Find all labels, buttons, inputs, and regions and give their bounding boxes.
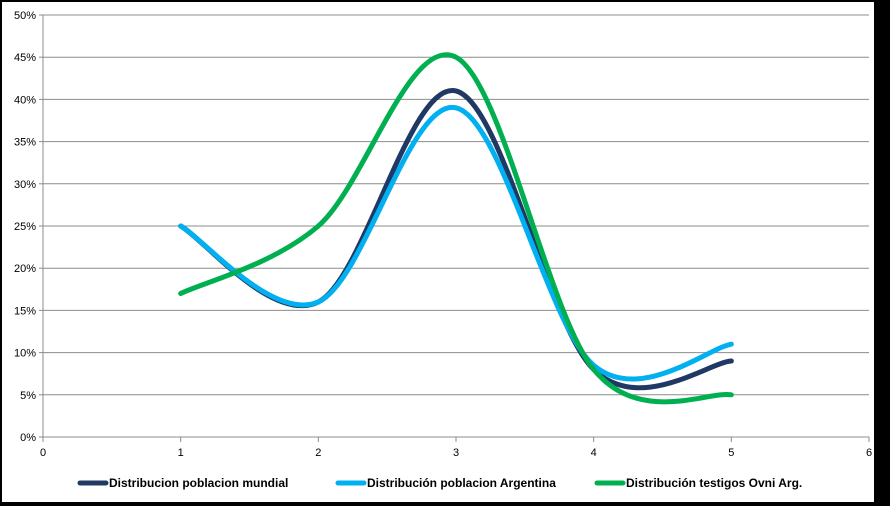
x-tick-label: 0 — [40, 447, 46, 459]
axis-layer: 0% 5% 10% 15% 20% 25% 30% 35% 40% 45% 50% 0 1 2 3 4 5 6 — [14, 10, 872, 459]
series-line-2 — [178, 105, 734, 382]
x-tick-label: 2 — [315, 447, 321, 459]
legend: Distribucion poblacion mundial Distribuci… — [77, 476, 802, 490]
legend-label: Distribucion poblacion mundial — [109, 476, 288, 490]
y-tick-label: 45% — [14, 52, 36, 64]
x-tick-label: 5 — [728, 447, 734, 459]
y-tick-label: 20% — [14, 263, 36, 275]
series-line-1 — [178, 88, 734, 391]
y-tick-label: 40% — [14, 94, 36, 106]
grid-layer — [43, 14, 869, 396]
y-tick-label: 10% — [14, 348, 36, 360]
x-tick-label: 1 — [178, 447, 184, 459]
y-tick-label: 35% — [14, 137, 36, 149]
y-tick-label: 5% — [20, 390, 36, 402]
x-tick-label: 3 — [453, 447, 459, 459]
y-tick-label: 50% — [14, 10, 36, 22]
y-tick-label: 0% — [20, 432, 36, 444]
series-line-3 — [178, 52, 734, 405]
y-tick-label: 25% — [14, 221, 36, 233]
legend-label: Distribución testigos Ovni Arg. — [626, 476, 802, 490]
line-chart: 0% 5% 10% 15% 20% 25% 30% 35% 40% 45% 50% 0 1 2 3 4 5 6 D… — [14, 10, 872, 490]
chart-frame: 0% 5% 10% 15% 20% 25% 30% 35% 40% 45% 50% 0 1 2 3 4 5 6 D… — [2, 2, 874, 502]
y-tick-label: 30% — [14, 179, 36, 191]
y-tick-label: 15% — [14, 305, 36, 317]
legend-label: Distribución poblacion Argentina — [367, 476, 556, 490]
x-tick-label: 4 — [591, 447, 597, 459]
series-layer — [178, 52, 734, 405]
x-tick-label: 6 — [866, 447, 872, 459]
